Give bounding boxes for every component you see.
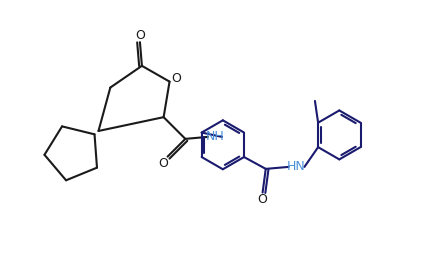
Text: O: O <box>258 193 268 206</box>
Text: NH: NH <box>206 130 225 143</box>
Text: O: O <box>172 72 181 85</box>
Text: O: O <box>135 29 145 42</box>
Text: HN: HN <box>287 160 306 173</box>
Text: O: O <box>159 157 168 170</box>
